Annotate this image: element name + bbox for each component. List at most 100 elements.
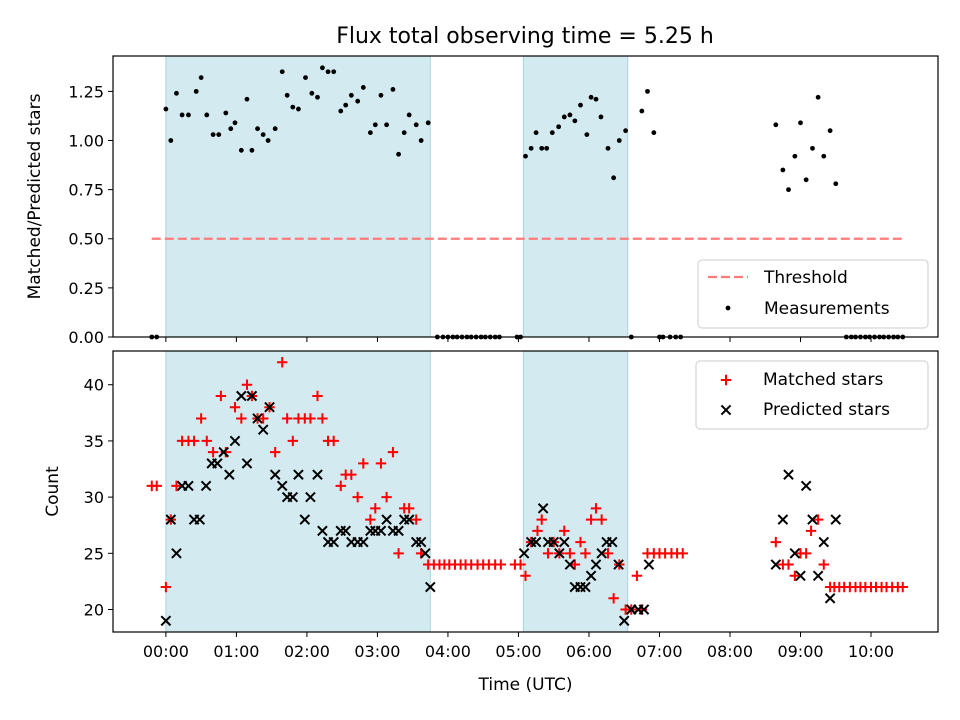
data-point <box>244 96 250 102</box>
data-point <box>218 446 230 458</box>
data-point <box>269 469 281 480</box>
observing-span-2 <box>522 350 629 633</box>
data-point <box>390 87 396 92</box>
data-point <box>348 92 354 98</box>
data-point <box>287 435 299 447</box>
x-tick-label: 10:00 <box>848 642 894 661</box>
y-tick-label: 20 <box>84 601 104 620</box>
data-point <box>523 153 528 159</box>
data-point <box>643 559 655 570</box>
data-point <box>593 96 599 102</box>
data-point <box>789 548 801 559</box>
data-point <box>651 130 657 136</box>
data-point <box>236 390 247 402</box>
observing-span-1 <box>165 350 431 633</box>
data-point <box>606 536 618 548</box>
data-point <box>246 390 258 402</box>
data-point <box>798 120 803 126</box>
data-point <box>537 503 549 514</box>
data-point <box>588 94 594 100</box>
data-point <box>780 167 786 173</box>
data-point <box>818 559 829 570</box>
x-tick-label: 01:00 <box>213 642 259 661</box>
data-point <box>572 118 578 124</box>
data-point <box>241 458 253 469</box>
data-point <box>335 480 346 492</box>
data-point <box>367 130 373 136</box>
data-point <box>580 548 591 559</box>
y-tick-label: 35 <box>84 432 104 451</box>
data-point <box>777 514 789 525</box>
data-point <box>358 458 369 469</box>
series-matched-stars <box>146 357 908 615</box>
y-tick-label: 0.50 <box>68 230 104 249</box>
data-point <box>554 548 565 559</box>
data-point <box>795 570 806 582</box>
data-point <box>575 536 586 548</box>
data-point <box>807 514 818 525</box>
data-point <box>200 480 212 492</box>
data-point <box>800 548 812 559</box>
data-point <box>179 112 185 118</box>
data-point <box>260 132 266 138</box>
data-point <box>378 92 384 98</box>
data-point <box>415 536 427 548</box>
y-tick-label: 0.25 <box>68 279 104 298</box>
data-point <box>590 503 602 514</box>
data-point <box>305 491 316 503</box>
data-point <box>223 110 229 116</box>
data-point <box>224 469 235 480</box>
data-point <box>372 122 378 128</box>
data-point <box>792 153 798 159</box>
data-point <box>783 559 794 570</box>
data-point <box>602 548 614 559</box>
data-point <box>623 128 629 134</box>
y-tick-label: 30 <box>84 488 104 507</box>
data-point <box>331 69 337 75</box>
data-point <box>195 413 207 424</box>
data-point <box>358 536 369 548</box>
data-point <box>578 102 583 108</box>
data-point <box>279 69 285 75</box>
data-point <box>236 413 247 424</box>
series-predicted-stars <box>160 390 842 627</box>
data-point <box>393 548 404 559</box>
data-point <box>346 469 357 480</box>
data-point <box>425 581 436 593</box>
data-point <box>315 94 320 100</box>
data-point <box>805 525 817 537</box>
data-point <box>812 514 824 525</box>
data-point <box>232 120 238 126</box>
data-point <box>420 548 431 559</box>
data-point <box>198 75 204 81</box>
legend: Threshold Measurements <box>697 259 929 329</box>
data-point <box>355 98 361 104</box>
data-point <box>789 570 801 581</box>
data-point <box>340 525 351 537</box>
data-point <box>272 126 278 132</box>
data-point <box>381 491 392 503</box>
data-point <box>204 112 210 118</box>
data-point <box>413 122 419 128</box>
data-point <box>151 480 162 492</box>
data-point <box>241 379 253 390</box>
data-point <box>229 402 241 413</box>
legend-box <box>697 259 929 329</box>
data-point <box>338 108 344 114</box>
data-point <box>188 435 200 447</box>
data-point <box>528 145 534 151</box>
data-point <box>277 357 288 368</box>
data-point <box>384 122 389 128</box>
data-point <box>631 570 643 581</box>
data-point <box>171 548 182 559</box>
y-axis-label: Matched/Predicted stars <box>25 93 45 299</box>
data-point <box>559 525 570 537</box>
y-tick-label: 1.25 <box>68 82 104 101</box>
data-point <box>824 592 836 604</box>
data-point <box>303 75 308 81</box>
data-point <box>317 413 328 424</box>
x-tick-label: 05:00 <box>495 642 541 661</box>
legend: Matched stars Predicted stars <box>695 360 929 430</box>
x-tick-label: 08:00 <box>707 642 753 661</box>
